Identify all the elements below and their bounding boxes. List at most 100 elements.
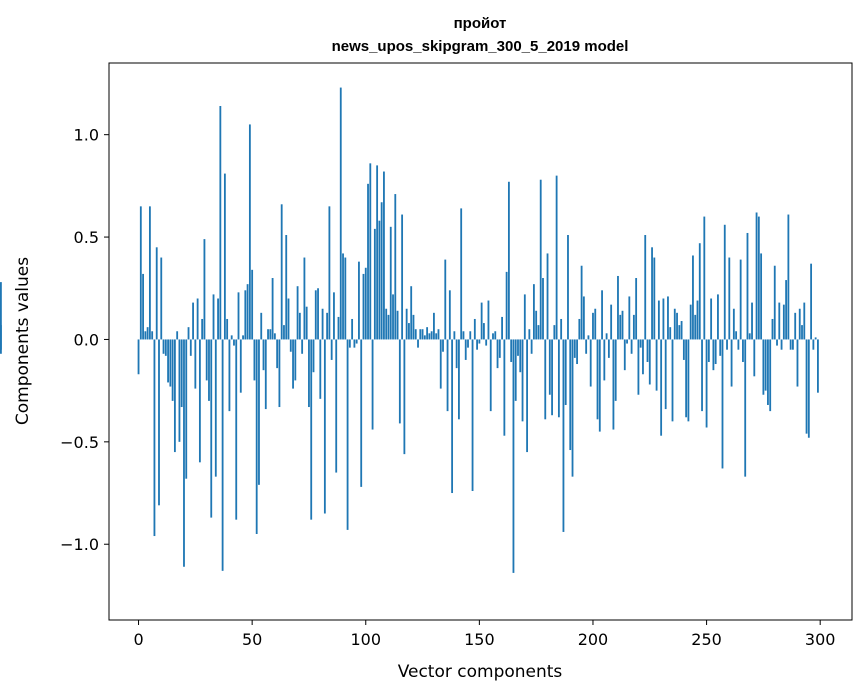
bar-232 [664,339,667,410]
bar-13 [167,339,169,383]
bar-29 [203,239,206,340]
bar-70 [296,286,299,340]
bar-201 [594,308,597,340]
bar-183 [553,325,556,340]
plot-frame [108,62,853,621]
bar-249 [703,216,706,340]
bar-239 [680,321,683,340]
bar-288 [792,339,794,350]
bar-83 [326,312,329,340]
bar-55 [262,339,265,371]
bar-79 [317,288,319,340]
bar-114 [396,310,399,340]
bar-251 [707,339,710,362]
bar-246 [696,300,699,340]
bar-219 [635,278,638,340]
bar-285 [785,280,788,340]
bar-58 [269,329,272,340]
bar-9 [158,339,160,506]
bar-42 [233,339,235,346]
bar-162 [505,271,508,340]
bar-15 [171,339,174,401]
bar-269 [748,333,751,340]
bar-291 [798,308,801,340]
bar-236 [673,308,676,340]
bar-73 [303,257,306,340]
bar-221 [639,339,642,348]
bar-214 [623,339,626,371]
bar-223 [644,235,647,340]
bar-279 [771,318,774,340]
bar-35 [217,298,219,340]
bar-72 [301,339,304,354]
bar-243 [689,304,692,340]
bar-135 [444,259,447,340]
bar-45 [239,339,242,393]
bar-107 [380,202,383,340]
bar-20 [183,339,185,567]
y-tick-label: 0.5 [74,228,99,247]
bar-153 [485,339,488,346]
bar-147 [471,339,474,491]
bar-71 [298,312,301,340]
bar-290 [796,339,799,387]
bar-27 [198,339,201,463]
bar-167 [517,339,519,356]
bar-220 [637,339,640,395]
bar-41 [230,335,233,340]
bar-81 [321,308,324,340]
bar-39 [226,318,229,340]
bar-228 [655,339,658,391]
y-tick-label: 1.0 [74,126,99,145]
chart-title-line2: news_upos_skipgram_300_5_2019 model [332,38,629,55]
bar-16 [173,339,176,453]
bar-280 [773,265,776,340]
bar-111 [389,226,392,340]
bar-237 [676,312,678,340]
bar-175 [535,310,538,340]
bar-194 [578,318,581,340]
bar-5 [148,206,151,340]
bar-281 [776,339,778,346]
bar-157 [494,331,497,340]
bar-103 [371,339,374,430]
bar-80 [319,339,322,399]
bar-211 [617,275,619,340]
bar-289 [794,312,797,340]
bar-146 [469,331,472,340]
bar-1 [139,206,142,340]
bar-113 [394,194,397,340]
y-tick-label: 0.0 [74,330,99,349]
bar-213 [621,310,624,340]
bar-137 [448,290,451,340]
bar-116 [401,214,404,340]
bar-37 [221,339,224,571]
bar-231 [662,298,665,340]
x-tick-label: 100 [350,630,381,649]
bar-133 [439,339,442,389]
bar-127 [426,327,429,340]
bar-109 [385,308,388,340]
bar-170 [523,294,526,340]
bar-122 [414,329,417,340]
bar-47 [244,290,247,340]
bar-215 [626,339,628,344]
bar-52 [255,339,258,534]
bar-undefined [0,282,2,340]
x-tick-label: 150 [464,630,495,649]
bar-100 [364,267,367,340]
bar-31 [208,339,210,401]
bar-296 [810,263,813,340]
bar-247 [698,243,701,340]
bar-174 [532,284,535,340]
bar-129 [430,331,433,340]
bar-17 [176,331,179,340]
bar-266 [742,339,744,362]
x-tick-label: 250 [691,630,722,649]
bar-143 [462,331,465,340]
bar-197 [585,339,588,354]
bar-287 [789,339,792,350]
bar-66 [287,298,290,340]
bar-32 [210,339,213,518]
bar-121 [412,314,415,340]
